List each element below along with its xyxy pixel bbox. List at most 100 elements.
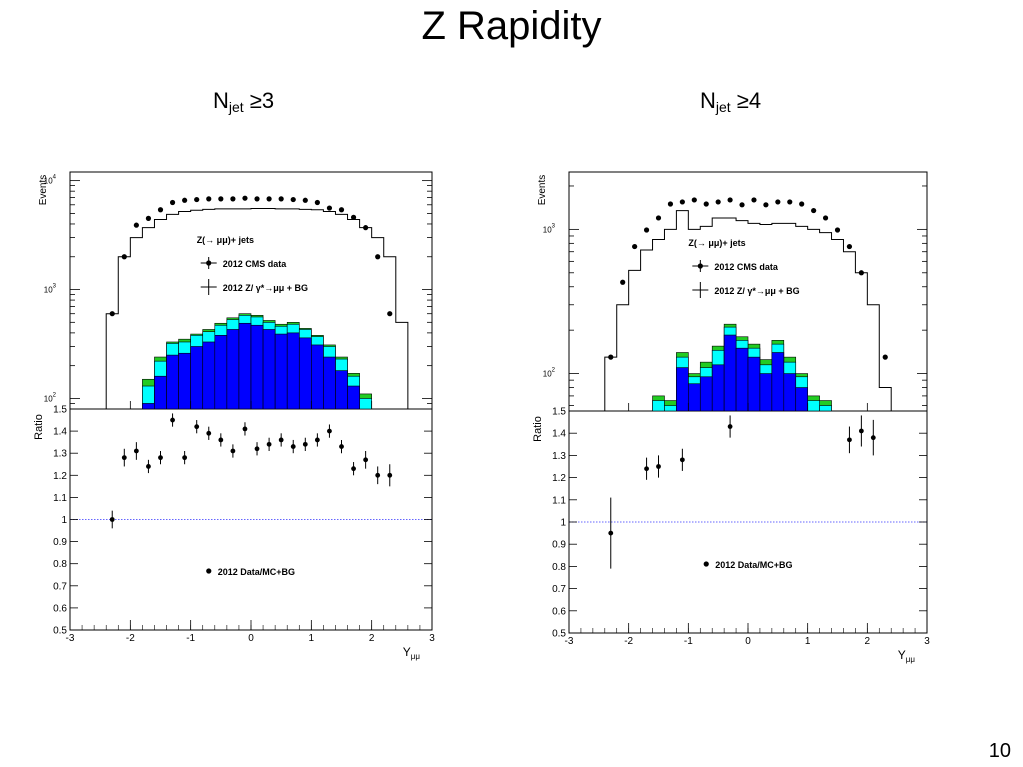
ratio-y-tick-label: 1.4	[53, 427, 67, 438]
top-y-tick-label: 102	[44, 392, 57, 403]
data-point	[811, 207, 817, 214]
ratio-y-tick-label: 1.4	[552, 429, 566, 440]
data-point	[266, 196, 272, 202]
legend-data-label: 2012 CMS data	[223, 259, 288, 269]
x-axis-label: Yμμ	[898, 648, 916, 664]
data-point	[763, 202, 769, 208]
x-tick-label: 3	[924, 636, 930, 647]
ratio-point	[858, 428, 864, 434]
top-y-tick-label: 103	[44, 284, 57, 295]
ratio-point	[327, 428, 332, 434]
ratio-y-tick-label: 0.5	[53, 626, 67, 637]
top-y-axis-label: Events	[537, 175, 548, 206]
ratio-point	[182, 455, 188, 461]
ratio-point	[109, 517, 115, 522]
ratio-y-tick-label: 0.7	[53, 581, 67, 592]
stack-bar-blue	[676, 367, 689, 412]
x-tick-label: -3	[66, 633, 75, 644]
ratio-y-tick-label: 1.1	[552, 495, 566, 506]
ratio-point	[133, 448, 139, 454]
panel-title-left-sub: jet	[228, 99, 244, 115]
legend-title: Z(→ μμ)+ jets	[688, 238, 745, 248]
data-point	[254, 196, 260, 202]
data-point	[739, 202, 745, 208]
ratio-y-tick-label: 1.5	[53, 405, 67, 416]
data-point	[242, 195, 248, 201]
ratio-point	[679, 457, 685, 463]
ratio-y-tick-label: 1.1	[53, 493, 67, 504]
panel-title-right-suffix: ≥4	[730, 88, 762, 113]
stack-bar-cyan	[664, 405, 677, 412]
stack-bar-blue	[688, 383, 701, 412]
data-point	[775, 199, 781, 205]
data-point	[278, 196, 284, 202]
ratio-point	[339, 444, 344, 449]
data-point	[667, 201, 674, 207]
x-tick-label: 1	[805, 636, 811, 647]
ratio-point	[242, 426, 248, 432]
stack-bar-cyan	[819, 405, 832, 412]
x-tick-label: 2	[369, 633, 375, 644]
legend-data-label: 2012 CMS data	[714, 262, 779, 272]
stack-bar-blue	[711, 364, 725, 412]
data-point	[230, 196, 236, 202]
ratio-point	[656, 464, 661, 469]
ratio-point	[870, 435, 876, 441]
ratio-point	[278, 437, 284, 443]
data-point	[302, 197, 308, 203]
panel-title-right: Njet ≥4	[700, 88, 761, 115]
data-point	[109, 311, 115, 317]
stack-bar-blue	[783, 373, 797, 412]
data-point	[703, 201, 709, 207]
data-point	[608, 354, 614, 360]
legend-data-marker-dot	[697, 263, 703, 269]
ratio-legend-label: 2012 Data/MC+BG	[218, 567, 295, 577]
x-axis-label-sub: μμ	[906, 655, 916, 664]
mc-total-histogram	[70, 207, 432, 410]
ratio-y-tick-label: 0.5	[552, 629, 566, 640]
stack-bar-blue	[723, 334, 737, 412]
x-tick-label: 0	[248, 633, 254, 644]
ratio-point	[254, 446, 260, 452]
ratio-point	[194, 424, 200, 430]
ratio-point	[158, 455, 163, 461]
ratio-point	[206, 430, 212, 436]
mc-total-histogram	[569, 210, 927, 412]
stack-bar-blue	[699, 376, 713, 412]
data-point	[643, 227, 650, 233]
ratio-point	[170, 417, 175, 423]
data-point	[822, 215, 829, 221]
data-point	[290, 196, 296, 203]
top-y-tick-label: 102	[543, 368, 556, 379]
data-point	[314, 199, 320, 206]
ratio-y-tick-label: 0.9	[552, 540, 566, 551]
data-point	[799, 201, 805, 207]
page-number: 10	[988, 740, 1011, 762]
ratio-legend-label: 2012 Data/MC+BG	[715, 560, 792, 570]
ratio-y-axis-label: Ratio	[33, 414, 45, 440]
slide-title: Z Rapidity	[421, 4, 602, 48]
data-point	[145, 215, 152, 221]
ratio-point	[644, 466, 649, 472]
ratio-point	[387, 472, 393, 478]
data-point	[157, 207, 164, 213]
top-y-tick-exponent: 3	[552, 223, 556, 229]
panel-title-left: Njet ≥3	[213, 88, 274, 115]
data-point	[169, 199, 176, 206]
panel-title-right-prefix: N	[700, 88, 716, 113]
ratio-point	[351, 466, 356, 472]
legend-mc-label: 2012 Z/ γ*→μμ + BG	[714, 286, 799, 296]
ratio-y-tick-label: 0.7	[552, 584, 566, 595]
ratio-y-tick-label: 1.2	[53, 471, 67, 482]
data-point	[350, 214, 357, 220]
data-point	[194, 196, 200, 203]
ratio-y-tick-label: 1.3	[552, 451, 566, 462]
ratio-point	[375, 472, 381, 478]
ratio-point	[290, 444, 296, 449]
ratio-y-tick-label: 0.6	[53, 603, 67, 614]
ratio-y-tick-label: 1.2	[552, 473, 566, 484]
legend-title: Z(→ μμ)+ jets	[197, 235, 254, 245]
data-point	[882, 354, 888, 360]
